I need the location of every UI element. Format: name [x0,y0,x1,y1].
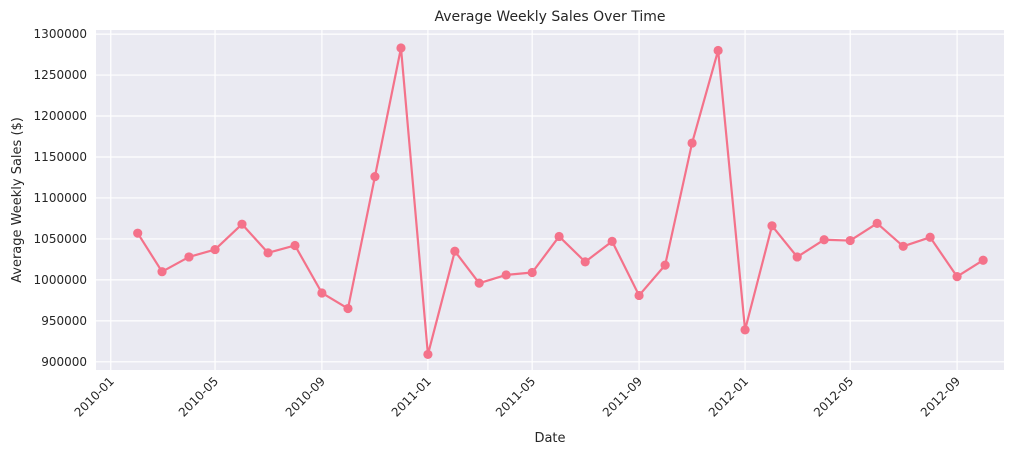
data-point [237,219,247,229]
chart-title: Average Weekly Sales Over Time [434,9,665,25]
y-tick-label: 900000 [41,355,87,369]
grid-lines [96,30,1004,370]
y-tick-label: 1000000 [34,273,87,287]
data-point [660,260,670,270]
data-point [501,270,511,280]
y-tick-label: 1300000 [34,27,87,41]
y-tick-label: 1100000 [34,191,87,205]
data-point [263,248,273,258]
data-point [713,45,723,56]
plot-area [96,30,1004,370]
data-point [580,257,590,267]
data-points [133,43,988,360]
data-point [474,278,484,288]
data-point [819,235,829,245]
data-point [845,235,855,246]
data-point [607,236,617,246]
data-point [290,240,300,251]
data-point [396,43,406,53]
y-axis-label: Average Weekly Sales ($) [10,117,25,283]
data-point [687,138,697,148]
data-point [184,252,194,262]
data-point [978,255,988,265]
data-point [898,241,908,251]
data-point [925,232,935,242]
data-point [210,244,220,255]
y-tick-labels: 900000 950000 1000000 1050000 1100000 1150000… [34,27,87,369]
data-point [767,221,777,231]
y-tick-label: 1200000 [34,109,87,123]
y-tick-label: 950000 [41,314,87,328]
y-tick-label: 1150000 [34,150,87,164]
data-point [740,325,750,335]
data-point [554,231,564,242]
data-point [527,267,537,278]
x-axis-label: Date [534,431,565,446]
data-point [872,218,882,228]
data-point [133,228,143,238]
data-point [157,267,167,277]
data-point [450,246,460,256]
data-point [952,272,962,282]
data-point [343,303,353,314]
data-point [423,349,433,360]
data-point [634,290,644,301]
data-point [792,252,802,262]
y-tick-label: 1050000 [34,232,87,246]
y-tick-label: 1250000 [34,68,87,82]
data-point [317,288,327,298]
data-point [370,172,380,182]
